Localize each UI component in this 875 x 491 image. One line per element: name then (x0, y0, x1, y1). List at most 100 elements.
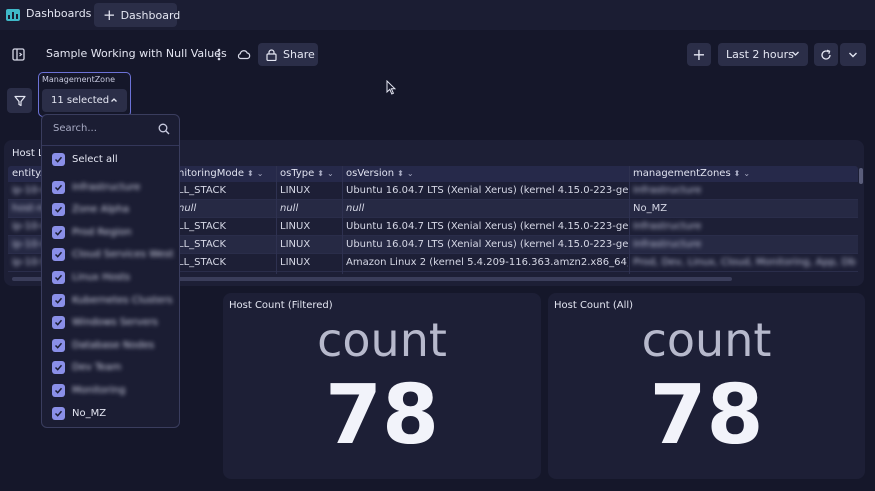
checkbox-checked-icon[interactable] (52, 152, 65, 166)
column-header[interactable]: nitoringMode ⬍ ⌄ (178, 168, 264, 179)
lock-icon (266, 48, 277, 61)
filter-icon (13, 95, 26, 106)
entity-cell: ip-10-5-1 (12, 257, 58, 268)
management-zones-cell: Infrastructure (633, 239, 702, 250)
monitoring-mode-cell: LL_STACK (178, 185, 227, 196)
management-zone-option[interactable]: Dev Team (52, 359, 177, 377)
plus-icon: + (103, 5, 116, 24)
management-zones-cell: Infrastructure (633, 221, 702, 232)
entity-cell: host-null (12, 203, 56, 214)
single-value: 78 (649, 368, 764, 463)
table-row[interactable]: host-null null null null No_MZ (8, 200, 858, 218)
column-header[interactable]: managementZones ⬍ ⌄ (633, 168, 751, 179)
management-zone-filter: ManagementZone 11 selected (38, 72, 131, 117)
management-zone-option[interactable]: Monitoring (52, 381, 177, 399)
entity-cell: ip-10-4-4 (12, 239, 58, 250)
management-zones-cell: No_MZ (633, 203, 668, 214)
add-dashboard-button[interactable]: + Dashboard (94, 3, 180, 27)
table-row[interactable]: ip-10-4-3 LL_STACK LINUX Ubuntu 16.04.7 LTS… (8, 218, 858, 236)
management-zone-dropdown: Search... Select all Infrastructure Zone … (41, 114, 180, 428)
tile-title: Host Count (All) (554, 300, 634, 311)
horizontal-scrollbar[interactable] (12, 277, 732, 281)
os-type-cell: LINUX (280, 257, 311, 268)
checkbox-checked-icon[interactable] (52, 293, 65, 307)
management-zone-option[interactable]: Kubernetes Clusters (52, 291, 177, 309)
management-zone-select[interactable]: 11 selected (42, 89, 127, 112)
share-label: Share (283, 48, 315, 61)
selected-count: 11 selected (51, 95, 110, 106)
column-header[interactable]: osType ⬍ ⌄ (280, 168, 334, 179)
checkbox-checked-icon[interactable] (52, 180, 65, 194)
checkbox-checked-icon[interactable] (52, 406, 65, 420)
option-label: Kubernetes Clusters (72, 294, 173, 306)
option-label: Infrastructure (72, 181, 141, 193)
monitoring-mode-cell: LL_STACK (178, 221, 227, 232)
monitoring-mode-cell: null (178, 203, 197, 214)
select-all-option[interactable]: Select all (52, 150, 177, 168)
option-label: Prod Region (72, 226, 132, 238)
timeframe-selector[interactable]: Last 2 hours (718, 43, 808, 66)
checkbox-checked-icon[interactable] (52, 338, 65, 352)
table-row[interactable]: ip-10-5-1 LL_STACK LINUX Amazon Linux 2 (ke… (8, 254, 858, 272)
host-count-filtered-tile: Host Count (Filtered) count 78 (223, 293, 541, 479)
checkbox-checked-icon[interactable] (52, 361, 65, 375)
refresh-options-button[interactable] (840, 43, 866, 66)
checkbox-checked-icon[interactable] (52, 270, 65, 284)
refresh-button[interactable] (814, 43, 838, 66)
option-label: Select all (72, 153, 118, 165)
table-row[interactable]: ip-10-4-4 LL_STACK LINUX Ubuntu 16.04.7 LTS… (8, 236, 858, 254)
table-row[interactable]: ip-10-4-2 LL_STACK LINUX Ubuntu 16.04.7 LTS… (8, 182, 858, 200)
vertical-scrollbar[interactable] (859, 168, 863, 184)
option-label: Linux Hosts (72, 271, 131, 283)
option-label: No_MZ (72, 407, 107, 419)
management-zone-option[interactable]: Cloud Services West (52, 246, 177, 264)
host-count-all-tile: Host Count (All) count 78 (548, 293, 865, 479)
os-type-cell: LINUX (280, 185, 311, 196)
single-value-label: count (641, 313, 772, 367)
management-zone-option[interactable]: No_MZ (52, 404, 177, 422)
management-zone-option[interactable]: Linux Hosts (52, 268, 177, 286)
management-zone-option[interactable]: Prod Region (52, 223, 177, 241)
checkbox-checked-icon[interactable] (52, 203, 65, 217)
option-label: Cloud Services West (72, 249, 174, 261)
more-options-icon[interactable] (216, 48, 222, 61)
os-type-cell: LINUX (280, 239, 311, 250)
refresh-icon (821, 49, 831, 60)
column-header[interactable]: entity. (12, 168, 43, 179)
sort-icon: ⬍ (246, 169, 254, 178)
chevron-down-icon: ⌄ (743, 169, 751, 178)
checkbox-checked-icon[interactable] (52, 248, 65, 262)
share-button[interactable]: Share (258, 43, 318, 66)
app-name[interactable]: Dashboards (26, 7, 92, 20)
tile-title: Host L (12, 148, 44, 159)
option-label: Zone Alpha (72, 204, 130, 216)
option-label: Windows Servers (72, 317, 158, 329)
management-zone-option[interactable]: Database Nodes (52, 336, 177, 354)
chevron-down-icon: ⌄ (406, 169, 414, 178)
checkbox-checked-icon[interactable] (52, 316, 65, 330)
option-label: Database Nodes (72, 339, 155, 351)
table-header: entity. nitoringMode ⬍ ⌄ osType ⬍ ⌄ osVersio… (8, 166, 858, 182)
management-zones-cell: Prod, Dev, Linux, Cloud, Monitoring, App… (633, 257, 856, 268)
management-zone-option[interactable]: Windows Servers (52, 314, 177, 332)
management-zone-option[interactable]: Infrastructure (52, 178, 177, 196)
single-value-label: count (317, 313, 447, 367)
add-tile-button[interactable]: + (687, 43, 711, 66)
sidebar-toggle-icon[interactable] (12, 48, 25, 61)
checkbox-checked-icon[interactable] (52, 383, 65, 397)
search-icon (158, 123, 170, 135)
single-value: 78 (324, 368, 440, 463)
filter-label: ManagementZone (42, 75, 116, 84)
os-version-cell: null (346, 203, 365, 214)
search-input[interactable]: Search... (53, 123, 97, 134)
column-divider (629, 166, 630, 274)
option-label: Monitoring (72, 384, 126, 396)
filter-button[interactable] (7, 88, 32, 113)
dashboard-title[interactable]: Sample Working with Null Values (46, 47, 227, 60)
entity-cell: ip-10-4-2 (12, 185, 58, 196)
management-zones-cell: Infrastructure (633, 185, 702, 196)
add-dashboard-label: Dashboard (120, 8, 181, 22)
management-zone-option[interactable]: Zone Alpha (52, 201, 177, 219)
column-header[interactable]: osVersion ⬍ ⌄ (346, 168, 414, 179)
checkbox-checked-icon[interactable] (52, 225, 65, 239)
